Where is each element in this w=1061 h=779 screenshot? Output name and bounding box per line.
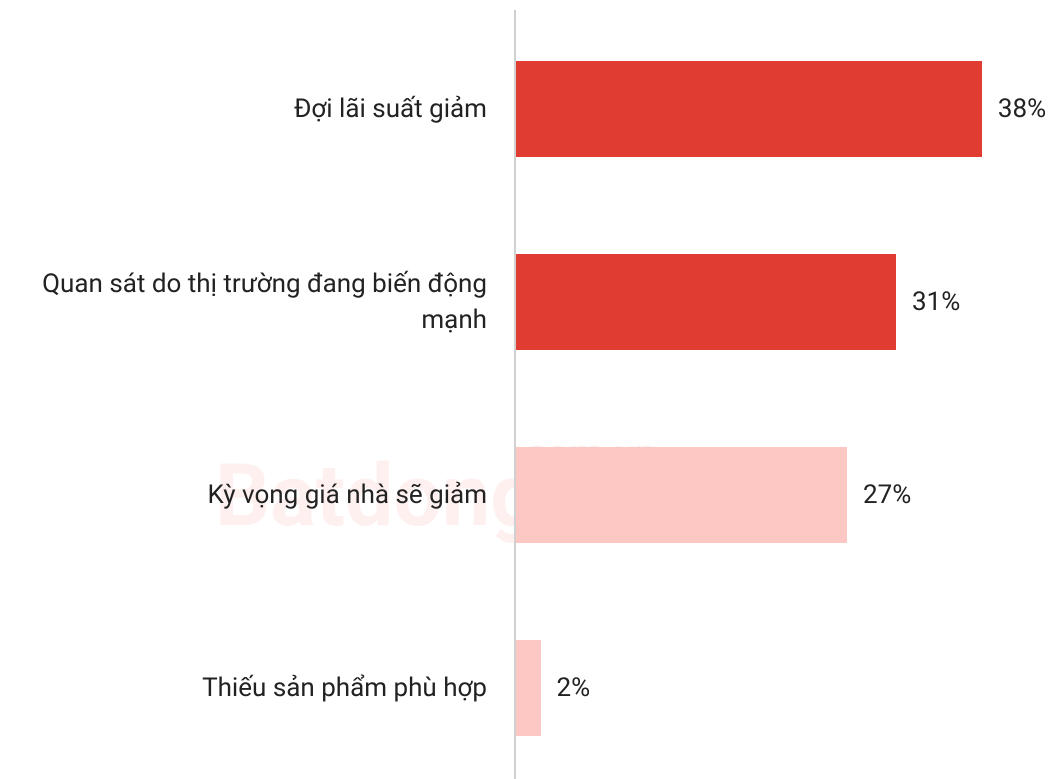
category-label: Kỳ vọng giá nhà sẽ giảm [207,479,488,510]
value-label: 38% [997,93,1047,124]
bar [516,446,848,543]
category-label: Thiếu sản phẩm phù hợp [202,672,487,703]
value-label: 31% [912,286,961,317]
category-label: Quan sát do thị trường đang biến động mạ… [42,268,487,335]
bar [516,253,897,350]
value-label: 27% [863,479,912,510]
bar [516,60,982,157]
bar [516,639,541,736]
axis-line [514,10,516,779]
value-label: 2% [556,672,591,703]
category-label: Đợi lãi suất giảm [293,93,487,124]
